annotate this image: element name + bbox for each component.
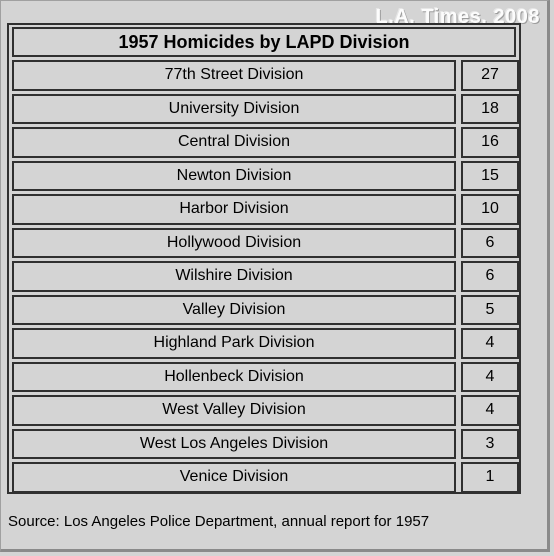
watermark: L.A. Times, 2008 — [375, 6, 540, 28]
table-row: Newton Division 15 — [12, 160, 519, 191]
table-row: Highland Park Division 4 — [12, 328, 519, 359]
division-name-cell: West Los Angeles Division — [12, 428, 456, 459]
division-name-cell: Valley Division — [12, 294, 456, 325]
division-name-cell: Central Division — [12, 127, 456, 158]
homicide-count-cell: 15 — [461, 160, 519, 191]
table-row: Venice Division 1 — [12, 462, 519, 493]
division-name-cell: Hollenbeck Division — [12, 361, 456, 392]
table-rows: 77th Street Division 27 University Divisio… — [12, 60, 519, 496]
homicide-count-cell: 10 — [461, 194, 519, 225]
table-row: Central Division 16 — [12, 127, 519, 158]
division-name-cell: University Division — [12, 93, 456, 124]
homicide-count-cell: 5 — [461, 294, 519, 325]
homicide-count-cell: 4 — [461, 328, 519, 359]
table-row: Hollenbeck Division 4 — [12, 361, 519, 392]
homicide-count-cell: 16 — [461, 127, 519, 158]
homicide-count-cell: 27 — [461, 60, 519, 91]
division-name-cell: Newton Division — [12, 160, 456, 191]
division-name-cell: Harbor Division — [12, 194, 456, 225]
division-name-cell: Wilshire Division — [12, 261, 456, 292]
table-row: 77th Street Division 27 — [12, 60, 519, 91]
homicide-count-cell: 4 — [461, 395, 519, 426]
table-row: West Valley Division 4 — [12, 395, 519, 426]
source-note: Source: Los Angeles Police Department, a… — [8, 513, 430, 530]
table-row: Harbor Division 10 — [12, 194, 519, 225]
division-name-cell: Highland Park Division — [12, 328, 456, 359]
homicide-count-cell: 6 — [461, 227, 519, 258]
homicide-count-cell: 4 — [461, 361, 519, 392]
homicide-count-cell: 6 — [461, 261, 519, 292]
homicide-count-cell: 18 — [461, 93, 519, 124]
table-row: Valley Division 5 — [12, 294, 519, 325]
table-title: 1957 Homicides by LAPD Division — [12, 27, 516, 57]
homicide-count-cell: 1 — [461, 462, 519, 493]
table-row: Hollywood Division 6 — [12, 227, 519, 258]
homicide-table: 1957 Homicides by LAPD Division 77th Str… — [7, 23, 521, 494]
division-name-cell: Hollywood Division — [12, 227, 456, 258]
division-name-cell: 77th Street Division — [12, 60, 456, 91]
division-name-cell: West Valley Division — [12, 395, 456, 426]
division-name-cell: Venice Division — [12, 462, 456, 493]
homicide-count-cell: 3 — [461, 428, 519, 459]
table-row: West Los Angeles Division 3 — [12, 428, 519, 459]
table-row: University Division 18 — [12, 93, 519, 124]
table-row: Wilshire Division 6 — [12, 261, 519, 292]
